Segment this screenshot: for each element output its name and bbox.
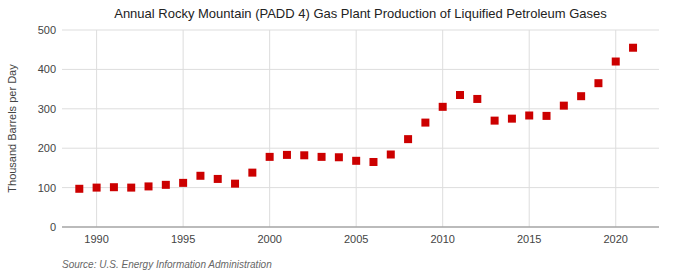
y-tick-label: 400 xyxy=(38,63,56,75)
x-tick-label: 2005 xyxy=(344,233,368,245)
point xyxy=(456,91,464,99)
x-grid-line xyxy=(356,30,357,227)
y-tick-label: 0 xyxy=(50,221,56,233)
x-tick-label: 2020 xyxy=(603,233,627,245)
x-axis-line xyxy=(62,227,659,228)
point xyxy=(387,151,395,159)
x-grid-line xyxy=(442,30,443,227)
y-tick-label: 100 xyxy=(38,182,56,194)
point xyxy=(162,181,170,189)
point xyxy=(145,182,153,190)
point xyxy=(93,184,101,192)
point xyxy=(525,111,533,119)
points xyxy=(75,44,637,193)
x-tick-label: 2000 xyxy=(257,233,281,245)
y-tick-label: 200 xyxy=(38,142,56,154)
point xyxy=(577,92,585,100)
point xyxy=(110,183,118,191)
point xyxy=(508,115,516,123)
point xyxy=(127,184,135,192)
x-tick-label: 1990 xyxy=(84,233,108,245)
x-grid-line xyxy=(269,30,270,227)
point xyxy=(473,95,481,103)
point xyxy=(335,153,343,161)
point xyxy=(318,153,326,161)
y-tick-label: 500 xyxy=(38,24,56,36)
point xyxy=(560,102,568,110)
point xyxy=(248,169,256,177)
x-tick-label: 1995 xyxy=(171,233,195,245)
point xyxy=(214,175,222,183)
point xyxy=(75,185,83,193)
y-grid-line xyxy=(62,30,659,31)
point xyxy=(300,151,308,159)
point xyxy=(231,180,239,188)
title: Annual Rocky Mountain (PADD 4) Gas Plant… xyxy=(114,6,607,21)
x-grid-line xyxy=(529,30,530,227)
point xyxy=(491,117,499,125)
source-note: Source: U.S. Energy Information Administ… xyxy=(62,259,272,270)
point xyxy=(352,157,360,165)
x-grid-line xyxy=(183,30,184,227)
point xyxy=(369,158,377,166)
point xyxy=(421,119,429,127)
chart: Annual Rocky Mountain (PADD 4) Gas Plant… xyxy=(0,0,675,275)
point xyxy=(179,179,187,187)
x-tick-label: 2015 xyxy=(517,233,541,245)
point xyxy=(439,103,447,111)
point xyxy=(594,79,602,87)
point xyxy=(283,151,291,159)
x-grid-line xyxy=(96,30,97,227)
point xyxy=(196,172,204,180)
point xyxy=(629,44,637,52)
y-grid-line xyxy=(62,69,659,70)
point xyxy=(543,112,551,120)
y-grid-line xyxy=(62,148,659,149)
point xyxy=(266,153,274,161)
y-axis-label: Thousand Barrels per Day xyxy=(6,64,18,193)
y-grid-line xyxy=(62,108,659,109)
point xyxy=(404,135,412,143)
point xyxy=(612,58,620,66)
x-tick-label: 2010 xyxy=(430,233,454,245)
grid xyxy=(62,30,659,227)
y-tick-label: 300 xyxy=(38,103,56,115)
y-grid-line xyxy=(62,227,659,228)
